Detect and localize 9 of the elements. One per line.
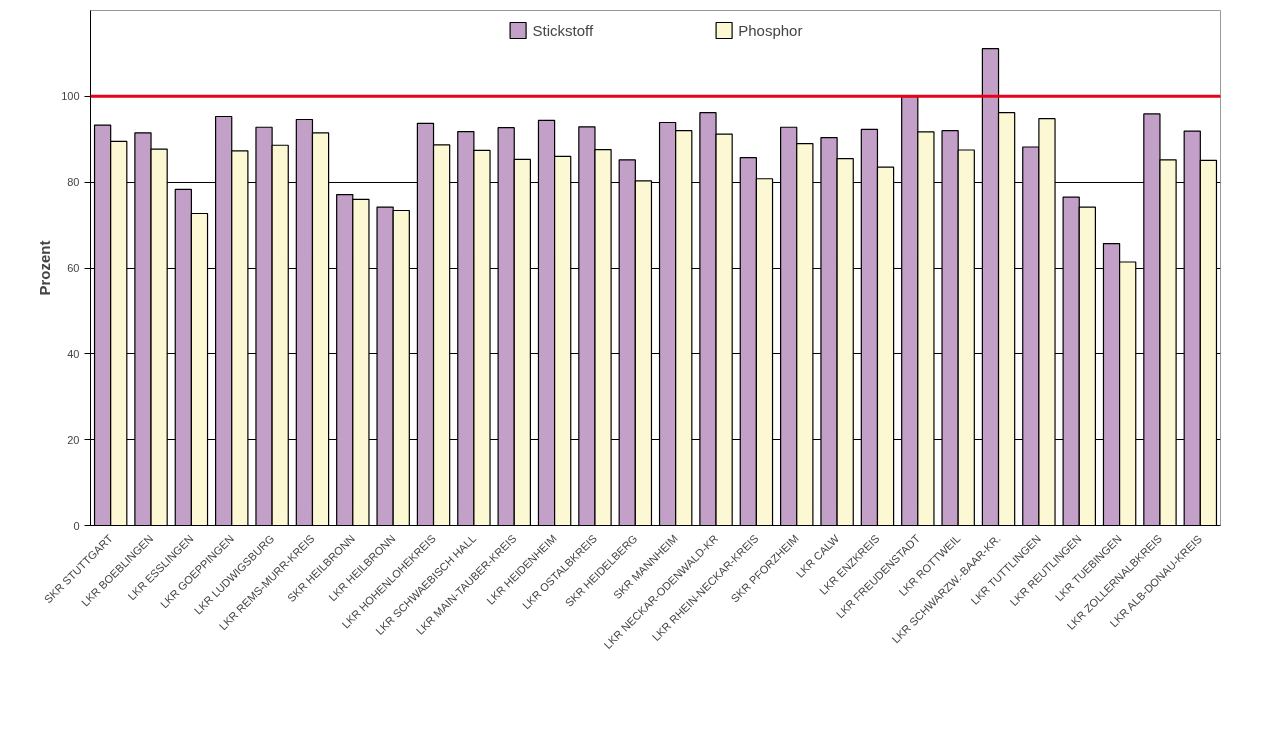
y-tick-label: 40 bbox=[67, 347, 80, 360]
legend-label: Phosphor bbox=[738, 21, 803, 39]
y-tick-label: 0 bbox=[73, 519, 80, 532]
y-tick-label: 60 bbox=[67, 262, 80, 274]
legend-label: Stickstoff bbox=[532, 21, 594, 39]
y-tick-label: 20 bbox=[67, 433, 80, 446]
y-tick-label: 100 bbox=[61, 90, 80, 103]
y-axis-title: Prozent bbox=[36, 240, 54, 296]
y-tick-label: 80 bbox=[67, 176, 80, 189]
